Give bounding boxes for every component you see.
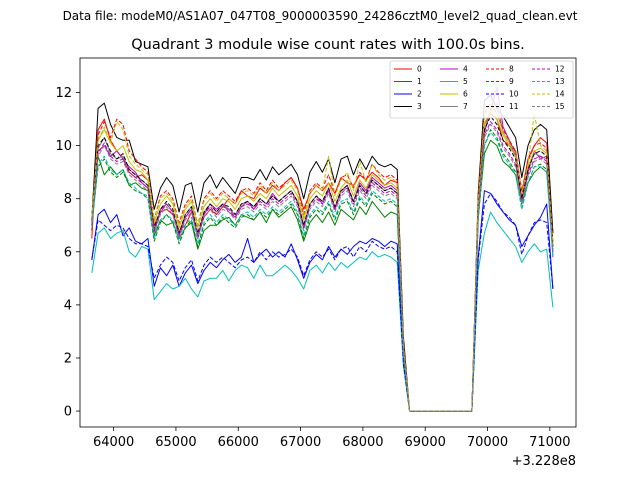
series-line-10 — [91, 192, 554, 412]
series-line-5 — [91, 211, 554, 412]
series-line-11 — [91, 115, 554, 412]
y-tick-label: 10 — [55, 139, 72, 154]
series-line-15 — [91, 123, 554, 412]
axes-frame — [79, 57, 577, 428]
legend-label-2: 2 — [417, 90, 422, 99]
legend-label-14: 14 — [555, 90, 565, 99]
x-tick-label: 68000 — [342, 435, 383, 450]
legend-label-5: 5 — [463, 77, 468, 86]
x-tick-label: 66000 — [218, 435, 259, 450]
legend-label-6: 6 — [463, 90, 468, 99]
y-tick-label: 4 — [64, 298, 72, 313]
x-tick-label: 65000 — [155, 435, 196, 450]
x-tick-label: 64000 — [93, 435, 134, 450]
legend-label-12: 12 — [555, 65, 565, 74]
legend-label-9: 9 — [509, 77, 514, 86]
x-tick-label: 69000 — [405, 435, 446, 450]
series-layer — [91, 86, 554, 412]
x-tick-label: 70000 — [467, 435, 508, 450]
suptitle: Data file: modeM0/AS1A07_047T08_90000035… — [63, 9, 578, 23]
x-tick-label: 67000 — [280, 435, 321, 450]
y-tick-label: 8 — [64, 192, 72, 207]
legend-frame — [389, 60, 574, 119]
legend-label-4: 4 — [463, 65, 468, 74]
plot-area: 64000 65000 66000 67000 68000 69000 70000 71000… — [55, 57, 577, 469]
legend-label-7: 7 — [463, 102, 468, 111]
y-tick-label: 2 — [64, 351, 72, 366]
x-tick-label: 71000 — [529, 435, 570, 450]
legend-label-13: 13 — [555, 77, 565, 86]
series-line-12 — [91, 121, 554, 412]
x-offset-label: +3.228e8 — [512, 454, 576, 469]
legend-label-3: 3 — [417, 102, 422, 111]
legend-label-10: 10 — [509, 90, 519, 99]
y-tick-label: 0 — [64, 405, 72, 420]
legend-label-8: 8 — [509, 65, 514, 74]
legend-label-0: 0 — [417, 65, 422, 74]
chart-title: Quadrant 3 module wise count rates with … — [131, 37, 525, 53]
legend-label-15: 15 — [555, 102, 565, 111]
x-axis: 64000 65000 66000 67000 68000 69000 70000 71000 — [93, 427, 571, 450]
y-tick-label: 6 — [64, 245, 72, 260]
legend-label-11: 11 — [509, 102, 519, 111]
legend-label-1: 1 — [417, 77, 422, 86]
y-axis: 0 2 4 6 8 10 12 — [55, 86, 80, 420]
y-tick-label: 12 — [55, 86, 72, 101]
